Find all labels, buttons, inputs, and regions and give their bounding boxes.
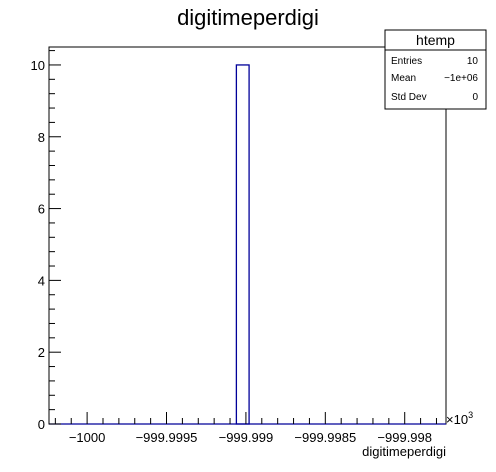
x-tick-label: −999.9995 — [136, 430, 198, 445]
x-tick-label: −999.998 — [377, 430, 432, 445]
x-axis-exponent-base: ×10 — [446, 412, 468, 427]
y-tick-label: 10 — [31, 58, 45, 73]
y-ticks-layer: 0 2 4 6 8 10 — [31, 50, 61, 432]
y-tick-label: 0 — [38, 417, 45, 432]
x-ticks-layer: −1000 −999.9995 −999.999 −999.9985 −999.998 — [54, 412, 437, 445]
stats-entries-label: Entries — [391, 56, 422, 67]
bars-layer — [49, 64, 446, 425]
stats-stddev-label: Std Dev — [391, 92, 427, 103]
x-tick-label: −1000 — [69, 430, 106, 445]
x-tick-label: −999.999 — [219, 430, 274, 445]
stats-box-frame — [384, 29, 487, 110]
x-tick-label: −999.9985 — [294, 430, 356, 445]
x-axis-label: digitimeperdigi — [362, 444, 446, 459]
stats-mean-label: Mean — [391, 73, 416, 84]
stats-mean-value: −1e+06 — [444, 73, 478, 84]
x-axis-exponent: ×103 — [446, 410, 473, 427]
y-tick-label: 8 — [38, 130, 45, 145]
stats-box: htemp Entries 10 Mean −1e+06 Std Dev 0 — [384, 29, 487, 110]
histogram-bar-0 — [235, 64, 250, 425]
stats-entries-value: 10 — [467, 56, 479, 67]
y-tick-label: 2 — [38, 345, 45, 360]
chart-title: digitimeperdigi — [177, 5, 319, 30]
x-axis-exponent-power: 3 — [468, 410, 473, 420]
stats-box-title: htemp — [416, 32, 455, 48]
y-tick-label: 6 — [38, 202, 45, 217]
y-tick-label: 4 — [38, 273, 45, 288]
stats-stddev-value: 0 — [472, 92, 478, 103]
